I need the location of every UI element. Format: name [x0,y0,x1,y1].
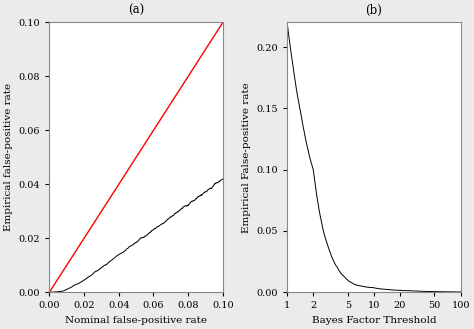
X-axis label: Nominal false-positive rate: Nominal false-positive rate [65,316,207,325]
Y-axis label: Empirical false-positive rate: Empirical false-positive rate [4,83,13,231]
X-axis label: Bayes Factor Threshold: Bayes Factor Threshold [311,316,436,325]
Y-axis label: Empirical False-positive rate: Empirical False-positive rate [242,82,251,233]
Title: (b): (b) [365,4,383,17]
Title: (a): (a) [128,4,144,17]
